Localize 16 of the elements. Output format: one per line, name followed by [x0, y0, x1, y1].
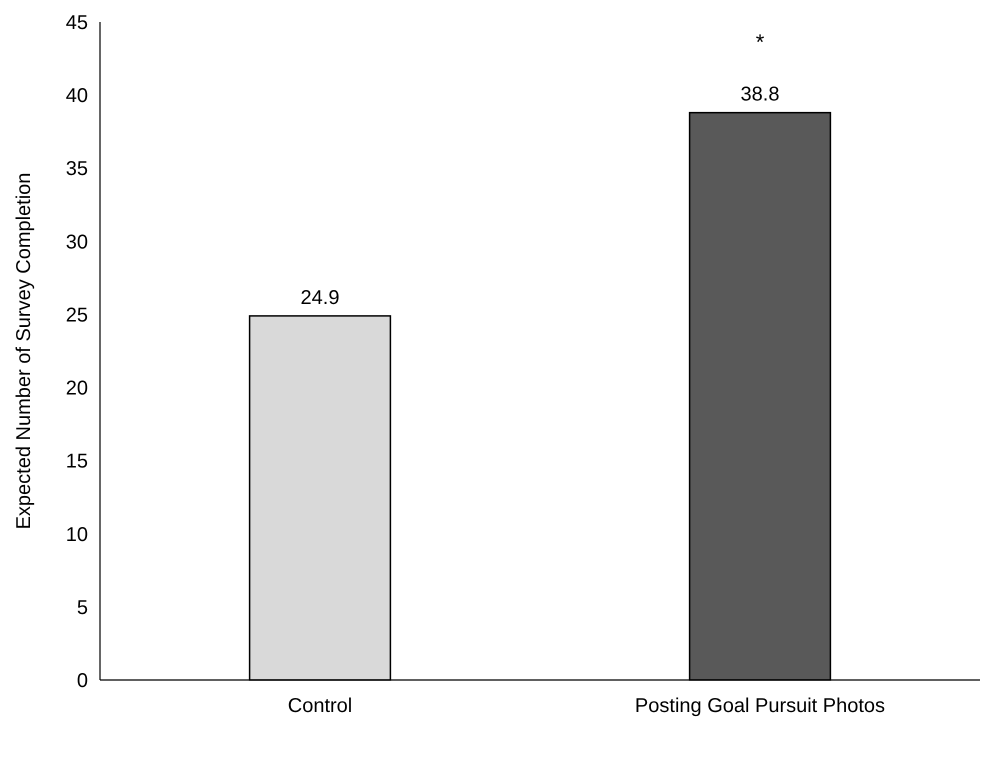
y-tick-label: 30 [66, 231, 88, 254]
y-tick-label: 5 [76, 596, 88, 619]
x-tick-label: Control [288, 695, 352, 717]
data-label: 24.9 [300, 286, 340, 309]
x-tick-label: Posting Goal Pursuit Photos [634, 695, 886, 717]
y-tick-label: 35 [66, 158, 88, 180]
y-tick-label: 20 [66, 378, 88, 400]
y-tick-label: 45 [66, 12, 88, 34]
data-label: 38.8 [740, 84, 780, 106]
y-tick-label: 25 [66, 304, 88, 326]
y-tick-label: 10 [66, 524, 88, 546]
y-tick-label: 15 [66, 450, 88, 473]
y-axis-title: Expected Number of Survey Completion [13, 172, 35, 530]
y-tick-label: 40 [66, 85, 88, 108]
y-tick-label: 0 [76, 670, 88, 692]
annotation: * [756, 29, 765, 54]
